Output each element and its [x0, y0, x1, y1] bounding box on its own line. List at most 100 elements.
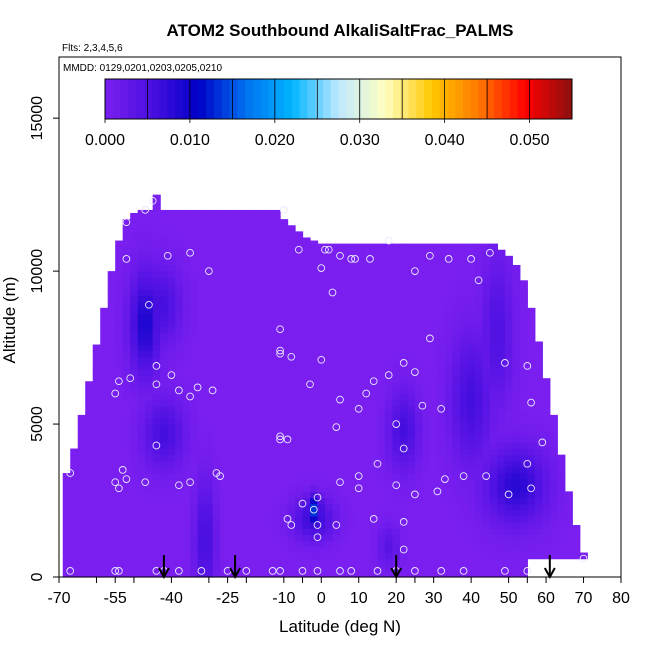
heatmap-cell: [250, 369, 259, 376]
heatmap-cell: [549, 546, 558, 554]
heatmap-cell: [362, 546, 371, 554]
heatmap-cell: [512, 528, 521, 535]
heatmap-cell: [392, 369, 401, 376]
heatmap-cell: [414, 313, 424, 321]
heatmap-cell: [197, 271, 206, 278]
heatmap-cell: [377, 332, 386, 340]
heatmap-cell: [489, 454, 498, 462]
colorbar-swatch: [408, 79, 417, 119]
heatmap-cell: [115, 473, 124, 480]
sample-point: [118, 466, 127, 474]
heatmap-cell: [340, 356, 349, 364]
heatmap-cell: [235, 387, 244, 395]
heatmap-cell: [175, 307, 184, 315]
heatmap-cell: [175, 301, 184, 309]
colorbar-swatch: [540, 79, 550, 119]
heatmap-cell: [504, 381, 513, 388]
heatmap-cell: [444, 515, 453, 523]
heatmap-cell: [422, 460, 431, 468]
heatmap-cell: [257, 417, 266, 425]
heatmap-cell: [272, 228, 281, 236]
heatmap-cell: [115, 326, 124, 333]
heatmap-cell: [332, 485, 341, 492]
heatmap-cell: [414, 277, 424, 284]
heatmap-cell: [160, 436, 169, 444]
heatmap-cell: [272, 222, 281, 229]
heatmap-cell: [489, 491, 498, 499]
heatmap-cell: [130, 228, 139, 236]
heatmap-cell: [242, 209, 251, 217]
heatmap-cell: [422, 362, 431, 370]
heatmap-cell: [92, 424, 101, 431]
heatmap-cell: [549, 485, 558, 492]
heatmap-cell: [160, 222, 169, 229]
heatmap-cell: [130, 424, 139, 431]
heatmap-cell: [107, 356, 116, 364]
heatmap-cell: [257, 313, 266, 321]
heatmap-cell: [77, 497, 86, 505]
heatmap-cell: [287, 540, 296, 548]
heatmap-cell: [302, 277, 311, 284]
heatmap-cell: [437, 387, 446, 395]
heatmap-cell: [489, 460, 498, 468]
heatmap-cell: [265, 362, 274, 370]
heatmap-cell: [175, 534, 184, 541]
heatmap-cell: [220, 436, 229, 444]
heatmap-cell: [272, 424, 281, 431]
heatmap-cell: [519, 344, 528, 352]
heatmap-cell: [70, 485, 79, 492]
heatmap-cell: [250, 320, 259, 327]
heatmap-cell: [295, 301, 304, 309]
heatmap-cell: [399, 546, 409, 554]
heatmap-cell: [347, 491, 356, 499]
heatmap-cell: [444, 436, 453, 444]
heatmap-cell: [459, 491, 468, 499]
heatmap-cell: [489, 424, 498, 431]
heatmap-cell: [205, 485, 214, 492]
heatmap-cell: [257, 430, 266, 437]
heatmap-cell: [519, 387, 528, 395]
heatmap-cell: [534, 491, 543, 499]
sample-point: [437, 404, 446, 413]
heatmap-cell: [250, 546, 259, 554]
heatmap-cell: [137, 424, 146, 431]
heatmap-cell: [175, 436, 184, 444]
heatmap-cell: [160, 515, 169, 523]
heatmap-cell: [272, 356, 281, 364]
heatmap-cell: [362, 252, 371, 260]
heatmap-cell: [220, 466, 229, 474]
heatmap-cell: [295, 430, 304, 437]
heatmap-cell: [459, 448, 468, 456]
heatmap-cell: [504, 344, 513, 352]
heatmap-cell: [422, 246, 431, 254]
heatmap-cell: [377, 503, 386, 511]
heatmap-cell: [257, 454, 266, 462]
heatmap-cell: [85, 460, 94, 468]
heatmap-cell: [115, 399, 124, 407]
heatmap-cell: [452, 387, 461, 395]
heatmap-cell: [137, 289, 146, 297]
heatmap-cell: [235, 240, 244, 248]
heatmap-cell: [235, 271, 244, 278]
heatmap-cell: [467, 362, 476, 370]
heatmap-cell: [257, 362, 266, 370]
heatmap-cell: [422, 558, 431, 566]
heatmap-cell: [280, 381, 289, 388]
heatmap-cell: [265, 252, 274, 260]
heatmap-cell: [145, 405, 154, 413]
heatmap-cell: [227, 411, 236, 419]
heatmap-cell: [414, 369, 424, 376]
heatmap-cell: [302, 436, 311, 444]
heatmap-cell: [369, 246, 379, 254]
heatmap-cell: [437, 521, 446, 529]
heatmap-cell: [212, 369, 221, 376]
heatmap-cell: [242, 369, 251, 376]
heatmap-cell: [474, 473, 483, 480]
heatmap-cell: [347, 375, 356, 382]
heatmap-cell: [437, 564, 446, 572]
heatmap-cell: [369, 307, 379, 315]
heatmap-cell: [572, 528, 581, 535]
heatmap-cell: [197, 240, 206, 248]
heatmap-cell: [310, 277, 319, 284]
heatmap-cell: [205, 307, 214, 315]
